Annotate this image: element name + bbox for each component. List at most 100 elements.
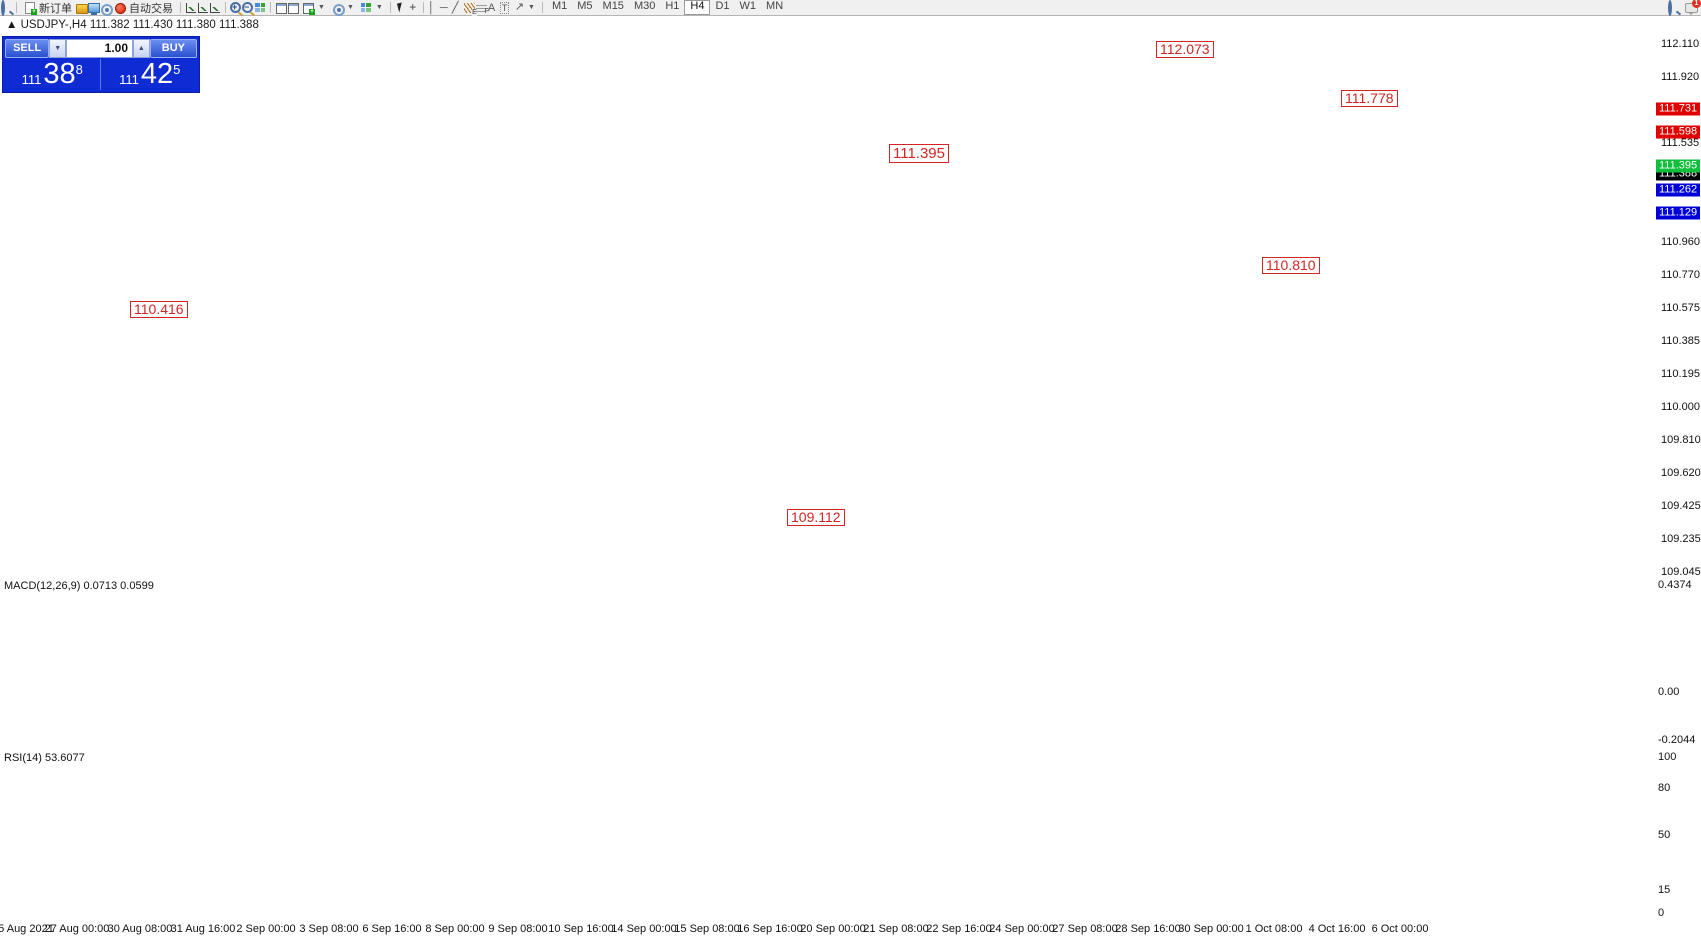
crosshair-tool-icon[interactable]: + [409, 0, 417, 14]
sell-price[interactable]: 111 38 8 [21, 58, 83, 90]
time-axis-label: 5 Aug 2021 [0, 923, 54, 935]
price-level-badge: 111.262 [1656, 183, 1700, 197]
price-annotation-label[interactable]: 111.778 [1341, 90, 1398, 107]
arrow-tool-icon: ↗ [514, 1, 525, 13]
terminal-icon[interactable] [87, 2, 100, 15]
zoom-in-icon[interactable]: + [230, 1, 242, 14]
price-annotation-label[interactable]: 110.416 [130, 301, 188, 318]
timeframe-m1[interactable]: M1 [551, 0, 568, 12]
bar-chart-icon[interactable] [185, 2, 197, 14]
auto-trading-button[interactable]: 自动交易 [111, 1, 176, 15]
toolbar-separator [16, 2, 17, 13]
toolbar-separator [389, 2, 391, 13]
auto-trading-icon [114, 2, 126, 14]
price-axis-tick: 110.575 [1661, 302, 1700, 314]
new-order-label: 新订单 [39, 2, 72, 15]
market-watch-icon[interactable] [75, 2, 88, 14]
time-axis-label: 1 Oct 08:00 [1245, 923, 1303, 935]
sell-button[interactable]: SELL [5, 39, 50, 58]
indicators-button[interactable]: ▼ [357, 1, 386, 14]
time-axis-label: 4 Oct 16:00 [1308, 923, 1366, 935]
timeframe-m15[interactable]: M15 [602, 0, 624, 12]
rsi-axis-tick: 80 [1658, 782, 1671, 794]
volume-increase-button[interactable]: ▲ [133, 39, 150, 58]
text-tool-icon[interactable]: A [487, 1, 496, 14]
price-axis-tick: 111.535 [1661, 137, 1700, 149]
time-axis-label: 28 Sep 16:00 [1115, 923, 1181, 935]
time-axis-label: 20 Sep 00:00 [800, 923, 866, 935]
new-order-icon: + [24, 1, 37, 15]
time-axis-label: 15 Sep 08:00 [674, 923, 740, 935]
zoom-out-icon[interactable]: − [242, 1, 254, 14]
add-chart-button[interactable]: + ▼ [299, 1, 328, 15]
price-axis-tick: 109.620 [1661, 467, 1701, 479]
rsi-axis-tick: 0 [1658, 907, 1665, 919]
timeframe-mn[interactable]: MN [766, 0, 784, 12]
line-chart-icon[interactable] [209, 2, 221, 14]
price-axis-tick: 109.425 [1661, 500, 1701, 512]
trendline-tool-icon[interactable]: ╱ [451, 1, 459, 14]
rsi-axis-tick: 50 [1658, 829, 1671, 841]
price-level-badge: 111.395 [1656, 159, 1700, 173]
volume-input[interactable]: 1.00 [66, 39, 133, 58]
macd-axis-tick: 0.00 [1658, 686, 1680, 698]
price-axis-tick: 110.385 [1661, 335, 1700, 347]
arrows-tool-button[interactable]: ↗ ▼ [514, 1, 535, 13]
clock-icon [331, 2, 345, 16]
time-axis-label: 21 Sep 08:00 [863, 923, 929, 935]
macd-axis-tick: -0.2044 [1658, 734, 1696, 746]
time-axis-label: 27 Sep 08:00 [1052, 923, 1118, 935]
price-axis-tick: 109.045 [1661, 566, 1701, 578]
timeframe-h1[interactable]: H1 [665, 0, 680, 12]
time-axis-label: 27 Aug 00:00 [44, 923, 110, 935]
add-chart-icon: + [302, 2, 315, 15]
timeframe-h4[interactable]: H4 [684, 0, 711, 15]
indicator-icon [360, 2, 372, 14]
timeframe-m5[interactable]: M5 [577, 0, 593, 12]
volume-decrease-button[interactable]: ▼ [49, 39, 67, 58]
toolbar-separator [180, 2, 181, 13]
price-annotation-label[interactable]: 110.810 [1262, 257, 1320, 274]
vertical-line-tool-icon[interactable]: │ [427, 1, 435, 14]
price-axis-tick: 112.110 [1661, 38, 1700, 50]
time-axis-label: 3 Sep 08:00 [299, 923, 359, 935]
price-annotation-label[interactable]: 109.112 [787, 509, 845, 526]
rsi-axis-tick: 100 [1658, 751, 1677, 763]
timeframe-d1[interactable]: D1 [715, 0, 730, 12]
price-annotation-label[interactable]: 112.073 [1156, 41, 1214, 58]
price-level-badge: 111.598 [1656, 125, 1700, 139]
signals-icon[interactable] [99, 2, 113, 16]
horizontal-line-tool-icon[interactable]: ─ [439, 1, 448, 14]
buy-price[interactable]: 111 42 5 [119, 58, 181, 90]
tile-windows-icon[interactable] [254, 2, 266, 14]
price-axis-tick: 109.235 [1661, 533, 1701, 545]
fibonacci-tool-icon[interactable]: E [463, 2, 477, 16]
channel-tool-icon[interactable]: F [475, 2, 489, 15]
notifications-icon[interactable]: 1 [1685, 0, 1701, 15]
time-axis-label: 24 Sep 00:00 [989, 923, 1055, 935]
period-button[interactable]: ▼ [328, 1, 357, 16]
price-level-badge: 111.129 [1656, 206, 1700, 220]
profiles-icon[interactable] [287, 2, 299, 14]
buy-button[interactable]: BUY [149, 39, 197, 58]
new-window-icon[interactable] [275, 2, 287, 14]
price-annotation-label[interactable]: 111.395 [889, 144, 949, 163]
rsi-label: RSI(14) 53.6077 [4, 752, 85, 764]
time-axis-label: 30 Aug 08:00 [107, 923, 173, 935]
timeframe-w1[interactable]: W1 [739, 0, 757, 12]
timeframe-m30[interactable]: M30 [633, 0, 656, 12]
macd-axis-tick: 0.4374 [1658, 579, 1692, 591]
price-axis-tick: 110.195 [1661, 368, 1700, 380]
price-axis-tick: 110.000 [1661, 401, 1700, 413]
time-axis-label: 22 Sep 16:00 [926, 923, 992, 935]
time-axis-label: 8 Sep 00:00 [425, 923, 485, 935]
toolbar-right-group: 1 [1667, 0, 1701, 16]
time-axis-label: 9 Sep 08:00 [488, 923, 548, 935]
time-axis-label: 31 Aug 16:00 [170, 923, 236, 935]
toolbar: + 新订单 自动交易 + − + ▼ ▼ ▼ + │ [0, 0, 1701, 16]
candlestick-chart-icon[interactable] [197, 2, 209, 14]
text-label-tool-icon[interactable]: T [499, 1, 510, 14]
new-order-button[interactable]: + 新订单 [21, 1, 75, 15]
